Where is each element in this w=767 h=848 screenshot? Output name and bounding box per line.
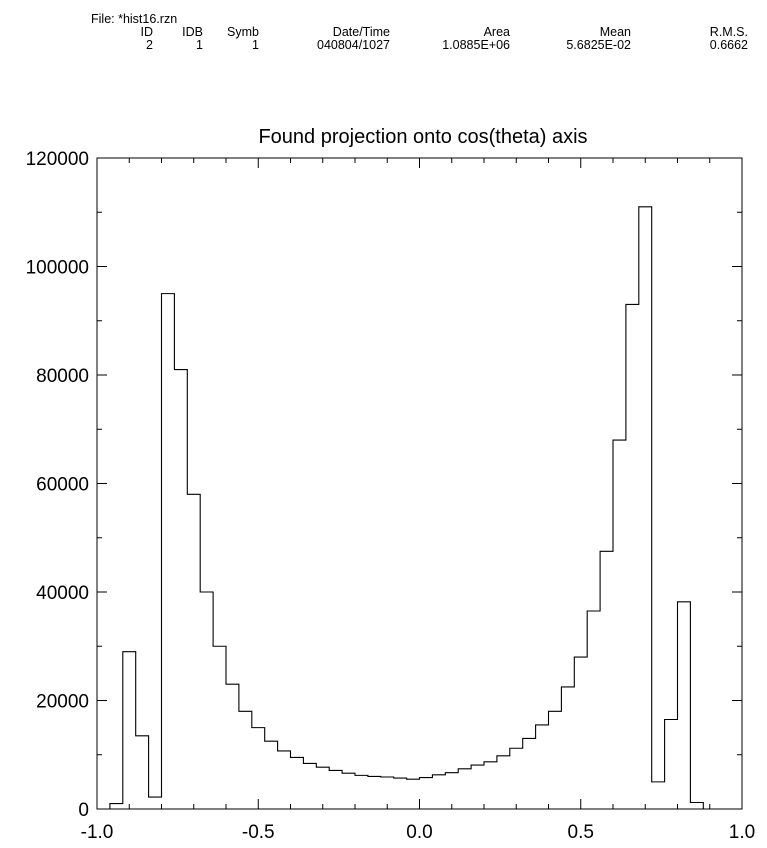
col-idb-label: IDB [182,25,203,39]
x-tick-label: -1.0 [81,822,114,843]
col-symb-label: Symb [227,25,259,39]
col-mean-label: Mean [599,25,631,39]
col-id-value: 2 [146,38,153,52]
col-id-label: ID [140,25,154,39]
col-mean-value: 5.6825E-02 [566,38,631,52]
y-tick-label: 100000 [26,258,89,279]
y-tick-label: 120000 [26,149,89,170]
y-tick-label: 20000 [36,692,89,713]
y-tick-label: 40000 [36,583,89,604]
y-tick-label: 80000 [36,366,89,387]
plot-frame [96,157,743,810]
col-symb-value: 1 [252,38,259,52]
col-idb-value: 1 [196,38,203,52]
y-tick-label: 60000 [36,475,89,496]
histogram-step-line [109,206,704,809]
x-tick-label: 0.5 [568,822,594,843]
x-tick-label: -0.5 [242,822,275,843]
col-rms-label: R.M.S. [709,25,748,39]
x-tick-label: 1.0 [729,822,755,843]
col-area-label: Area [483,25,510,39]
axis-ticks [96,157,743,810]
col-rms-value: 0.6662 [709,38,748,52]
col-datetime-label: Date/Time [332,25,390,39]
y-tick-label: 0 [78,800,89,821]
axis-tick-labels: -1.0 -0.5 0.0 0.5 1.0 0 20000 40000 60000 80000 10… [26,149,756,843]
x-tick-label: 0.0 [406,822,432,843]
file-label: File: *hist16.rzn [91,12,178,26]
chart-title: Found projection onto cos(theta) axis [258,126,587,148]
col-datetime-value: 040804/1027 [317,38,390,52]
col-area-value: 1.0885E+06 [442,38,510,52]
